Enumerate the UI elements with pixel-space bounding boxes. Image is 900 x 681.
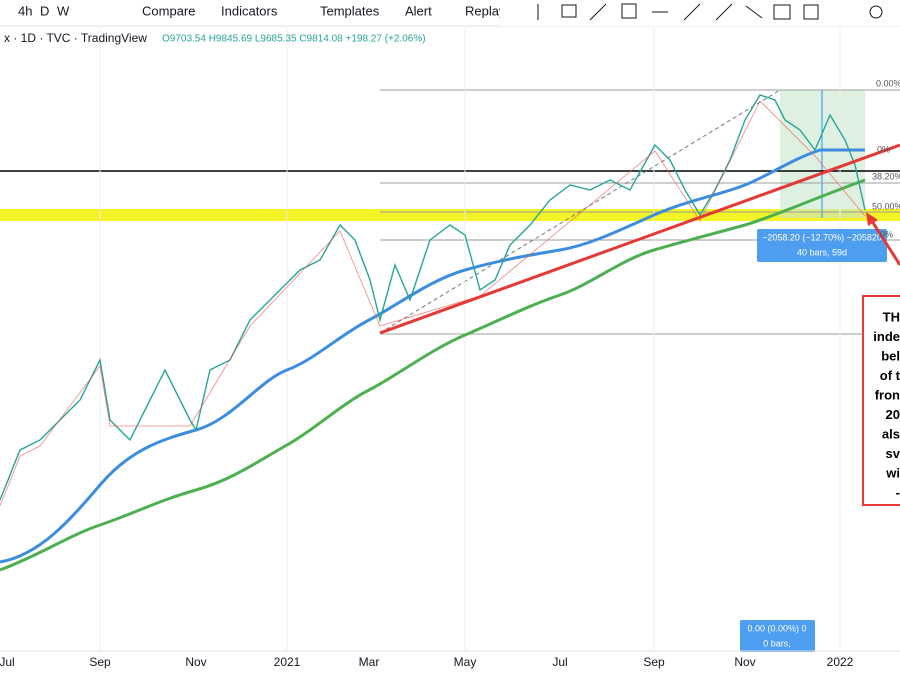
tool[interactable] [715,3,733,21]
x-axis-label: Sep [643,655,665,669]
toolbar-button[interactable]: Indicators [221,3,278,18]
ma-blue [0,148,865,564]
measure-text: −2058.20 (−12.70%) −205820 [762,232,882,242]
fib-label: 38.20% [872,171,900,181]
toolbar-button[interactable]: Compare [142,3,195,18]
measure-text: 40 bars, 59d [797,247,847,257]
tool[interactable] [773,4,791,20]
x-axis-label: Nov [734,655,755,669]
cursor-box [740,620,815,652]
trendline-red [379,143,900,335]
fib-label: 0.00% [876,78,900,88]
tools-bg [500,0,900,26]
legend-ohlc: O9703.54 H9845.69 L9685.35 C9814.08 +198… [162,34,426,45]
ma-green [0,178,866,572]
x-axis-label: Jul [552,655,567,669]
price-path [0,94,866,501]
x-axis-label: Nov [185,655,206,669]
annotation-line: fron [875,387,900,402]
interval[interactable]: 4h [18,3,32,18]
x-axis-label: 2021 [274,655,301,669]
annotation-line: - [896,485,900,500]
annotation-box [862,295,900,506]
x-axis-label: 2022 [827,655,854,669]
fib-label: 0% [877,144,890,154]
tool[interactable] [589,3,607,21]
x-axis-label: Mar [359,655,380,669]
dynamic-text: x · 1D · TVC · TradingView O9703.54 H9845… [0,31,900,669]
arrow-head [866,212,878,226]
interval[interactable]: D [40,3,49,18]
toolbar-button[interactable]: Replay [465,3,506,18]
cursor-text: 0.00 (0.00%) 0 [747,623,806,633]
fib-label: 50.00% [872,201,900,211]
x-axis-label: May [454,655,477,669]
settings[interactable] [869,5,883,19]
annotation-line: sv [886,446,900,461]
annotation-arrow [868,217,900,266]
tool[interactable] [745,5,763,19]
fib-label: 0% [880,229,893,239]
interval[interactable]: W [57,3,70,18]
legend-symbol: x · 1D · TVC · TradingView [4,31,147,45]
price-path-down [0,100,866,507]
x-axis-label: Jul [0,655,15,669]
toolbar-button[interactable]: Templates [320,3,380,18]
tool[interactable] [561,4,577,18]
annotation-line: inde [873,329,900,344]
annotation-line: bel [881,348,900,363]
annotation-line: 20 [886,407,900,422]
tool[interactable] [621,3,637,19]
measure-box [757,229,887,262]
annotation-line: TH [883,309,900,324]
toolbar-button[interactable]: Alert [405,3,432,18]
trend-dashed [379,89,781,334]
tool[interactable] [803,4,819,20]
annotation-line: of t [880,368,900,383]
annotation-line: als [882,426,900,441]
toolbar-items: 4h D W Compare Indicators Templates Alert Repla… [18,3,506,18]
drawing-tools [500,0,900,26]
cursor-text: 0 bars, [763,638,791,648]
annotation-line: wi [885,465,900,480]
tool[interactable] [683,3,701,21]
x-axis-label: Sep [89,655,111,669]
